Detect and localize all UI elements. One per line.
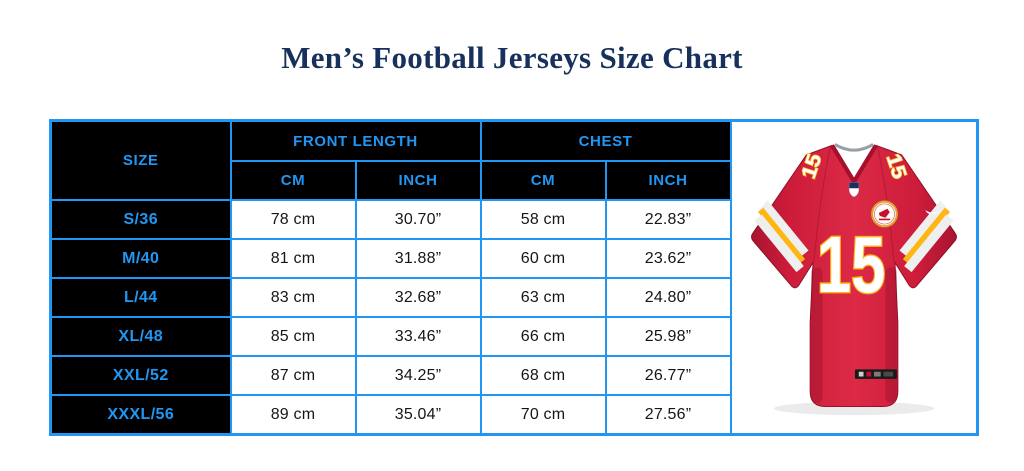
header-row-units: CM INCH CM INCH xyxy=(51,160,978,201)
front-inch-cell: 34.25” xyxy=(354,355,482,396)
chest-inch-header-cell: INCH xyxy=(604,160,732,201)
front-cm-cell: 85 cm xyxy=(229,316,357,357)
size-cell: XXL/52 xyxy=(49,355,232,396)
front-inch-header-cell: INCH xyxy=(354,160,482,201)
chest-cm-header-cell: CM xyxy=(479,160,607,201)
front-cm-header-cell: CM xyxy=(229,160,357,201)
nike-swoosh-icon xyxy=(925,209,941,215)
front-inch-cell: 31.88” xyxy=(354,238,482,279)
size-cell: XL/48 xyxy=(49,316,232,357)
collar-v xyxy=(830,144,878,186)
front-inch-cell: 33.46” xyxy=(354,316,482,357)
chest-cm-cell: 58 cm xyxy=(479,199,607,240)
size-cell: XXXL/56 xyxy=(49,394,232,436)
sleeve-stripes-left xyxy=(754,198,809,273)
table-row-xl48: XL/48 85 cm 33.46” 66 cm 25.98” xyxy=(49,316,978,357)
jersey-side-panel-left xyxy=(810,267,823,403)
front-inch-cell: 35.04” xyxy=(354,394,482,436)
front-length-header-cell: FRONT LENGTH xyxy=(229,119,482,162)
header-row-groups: SIZE FRONT LENGTH CHEST xyxy=(49,119,979,436)
chest-cm-cell: 60 cm xyxy=(479,238,607,279)
front-cm-cell: 89 cm xyxy=(229,394,357,436)
front-inch-cell: 30.70” xyxy=(354,199,482,240)
page-title: Men’s Football Jerseys Size Chart xyxy=(281,40,743,75)
jersey-body xyxy=(750,144,957,408)
size-header-cell: SIZE xyxy=(49,119,232,201)
chest-cm-cell: 70 cm xyxy=(479,394,607,436)
size-cell: M/40 xyxy=(49,238,232,279)
table-row-s36: S/36 78 cm 30.70” 58 cm 22.83” xyxy=(49,199,978,240)
chest-header-cell: CHEST xyxy=(479,119,732,162)
collar-back-band xyxy=(833,143,874,152)
chest-cm-cell: 63 cm xyxy=(479,277,607,318)
size-chart-container: SIZE FRONT LENGTH CHEST xyxy=(49,119,980,436)
chest-inch-cell: 24.80” xyxy=(604,277,732,318)
front-cm-cell: 83 cm xyxy=(229,277,357,318)
size-cell: L/44 xyxy=(49,277,232,318)
jersey-photo: 15 15 15 xyxy=(729,119,979,436)
chest-inch-cell: 23.62” xyxy=(604,238,732,279)
chest-inch-cell: 26.77” xyxy=(604,355,732,396)
jersey-shadow xyxy=(773,401,934,416)
front-inch-cell: 32.68” xyxy=(354,277,482,318)
jersey-side-panel-right xyxy=(885,267,897,403)
size-chart-table: SIZE FRONT LENGTH CHEST xyxy=(49,119,980,436)
size-cell: S/36 xyxy=(49,199,232,240)
table-row-l44: L/44 83 cm 32.68” 63 cm 24.80” xyxy=(49,277,978,318)
chest-inch-cell: 22.83” xyxy=(604,199,732,240)
nfl-shield-icon xyxy=(848,182,859,198)
jersey-number-front: 15 xyxy=(817,220,886,309)
team-patch-icon xyxy=(870,200,898,228)
chest-inch-cell: 27.56” xyxy=(604,394,732,436)
table-row-xxl52: XXL/52 87 cm 34.25” 68 cm 26.77” xyxy=(49,355,978,396)
sleeve-stripes-right xyxy=(899,198,954,273)
table-row-xxxl56: XXXL/56 89 cm 35.04” 70 cm 27.56” xyxy=(49,394,978,436)
yoke-seam-left xyxy=(813,147,831,262)
chest-inch-cell: 25.98” xyxy=(604,316,732,357)
table-row-m40: M/40 81 cm 31.88” 60 cm 23.62” xyxy=(49,238,978,279)
chest-cm-cell: 68 cm xyxy=(479,355,607,396)
front-cm-cell: 78 cm xyxy=(229,199,357,240)
front-cm-cell: 87 cm xyxy=(229,355,357,396)
front-cm-cell: 81 cm xyxy=(229,238,357,279)
jersey-illustration: 15 15 15 xyxy=(750,143,957,416)
jocktag xyxy=(854,369,897,379)
chest-cm-cell: 66 cm xyxy=(479,316,607,357)
